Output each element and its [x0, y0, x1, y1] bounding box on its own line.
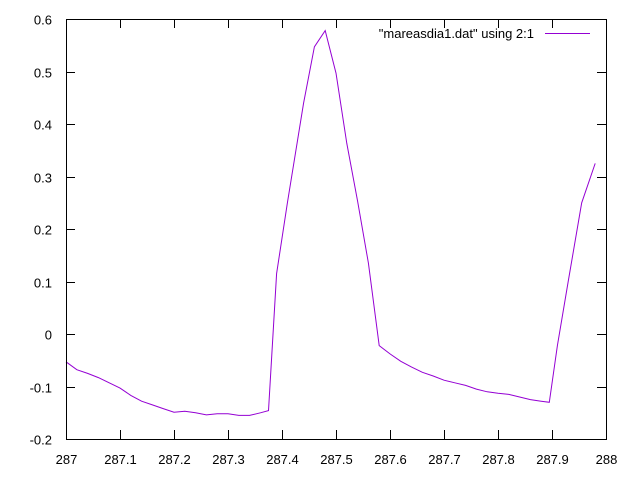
y-tick-label: 0.1 — [34, 276, 52, 291]
series-layer — [65, 29, 596, 416]
x-tick-label: 287.3 — [212, 452, 245, 467]
y-tick-label: 0.4 — [34, 118, 52, 133]
y-tick-label: 0.5 — [34, 66, 52, 81]
plot-frame — [66, 19, 607, 440]
y-tick-label: -0.2 — [30, 433, 52, 448]
y-tick-label: 0.3 — [34, 171, 52, 186]
y-tick-label: 0.2 — [34, 223, 52, 238]
y-tick-label: 0 — [45, 328, 52, 343]
x-tick-label: 287.9 — [536, 452, 569, 467]
y-tick-label: 0.6 — [34, 13, 52, 28]
y-tick-label: -0.1 — [30, 381, 52, 396]
x-tick-label: 287.1 — [104, 452, 137, 467]
x-tick-label: 288 — [596, 452, 618, 467]
x-tick-label: 287.5 — [320, 452, 353, 467]
legend-label: "mareasdia1.dat" using 2:1 — [379, 26, 534, 41]
legend: "mareasdia1.dat" using 2:1 — [379, 26, 590, 41]
x-tick-label: 287.8 — [482, 452, 515, 467]
x-tick-label: 287 — [56, 452, 78, 467]
x-tick-label: 287.4 — [266, 452, 299, 467]
x-tick-label: 287.6 — [374, 452, 407, 467]
x-tick-label: 287.7 — [428, 452, 461, 467]
x-tick-label: 287.2 — [158, 452, 191, 467]
series-line — [65, 29, 596, 416]
tick-labels: 287 287.1 287.2 287.3 287.4 287.5 287.6 287.7 28… — [30, 13, 618, 468]
